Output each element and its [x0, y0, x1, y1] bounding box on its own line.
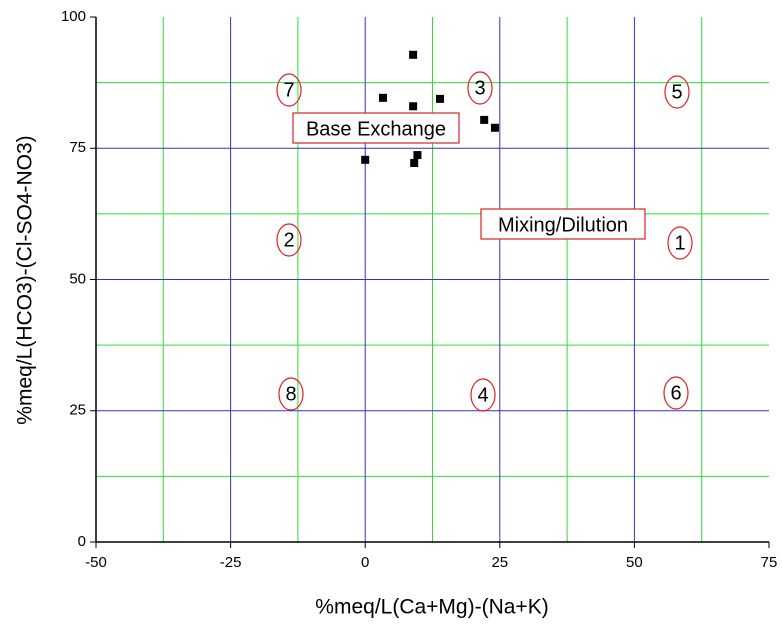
- annotation-circle: [470, 378, 496, 412]
- x-tick-label: 25: [491, 554, 508, 571]
- point: [436, 94, 445, 103]
- y-tick-label: 100: [61, 8, 86, 25]
- annotation-circle: [667, 226, 693, 260]
- annotation-circle: [276, 223, 302, 257]
- point: [409, 50, 418, 59]
- annotation-box: [480, 208, 646, 240]
- annotation-circle: [664, 75, 690, 109]
- annotation-box: [292, 112, 460, 144]
- annotation: Base Exchange: [306, 118, 446, 140]
- annotation: 1: [674, 232, 685, 254]
- x-tick-label: -50: [85, 554, 107, 571]
- y-tick-label: 50: [69, 270, 86, 287]
- point: [410, 158, 419, 167]
- annotation-circle: [278, 377, 304, 411]
- y-tick-label: 75: [69, 139, 86, 156]
- point: [490, 123, 499, 132]
- point: [361, 155, 370, 164]
- annotation: 3: [474, 77, 485, 99]
- x-tick-label: 50: [626, 554, 643, 571]
- annotation: 6: [670, 382, 681, 404]
- point: [409, 102, 418, 111]
- point: [480, 115, 489, 124]
- y-tick-label: 25: [69, 402, 86, 419]
- annotation: 7: [283, 79, 294, 101]
- annotation: 4: [477, 384, 488, 406]
- annotation: 2: [283, 229, 294, 251]
- annotation-circle: [276, 73, 302, 107]
- point: [378, 93, 387, 102]
- annotation: Mixing/Dilution: [498, 214, 628, 236]
- annotation-circle: [663, 376, 689, 410]
- x-tick-label: 0: [361, 554, 369, 571]
- x-axis-title: %meq/L(Ca+Mg)-(Na+K): [315, 596, 548, 619]
- annotation-circle: [467, 71, 493, 105]
- x-tick-label: -25: [220, 554, 242, 571]
- y-axis-title: %meq/L(HCO3)-(Cl-SO4-NO3): [14, 135, 37, 424]
- annotation: 5: [671, 81, 682, 103]
- point: [413, 151, 422, 160]
- y-tick-label: 0: [78, 533, 86, 550]
- annotation: 8: [285, 383, 296, 405]
- x-tick-label: 75: [761, 554, 778, 571]
